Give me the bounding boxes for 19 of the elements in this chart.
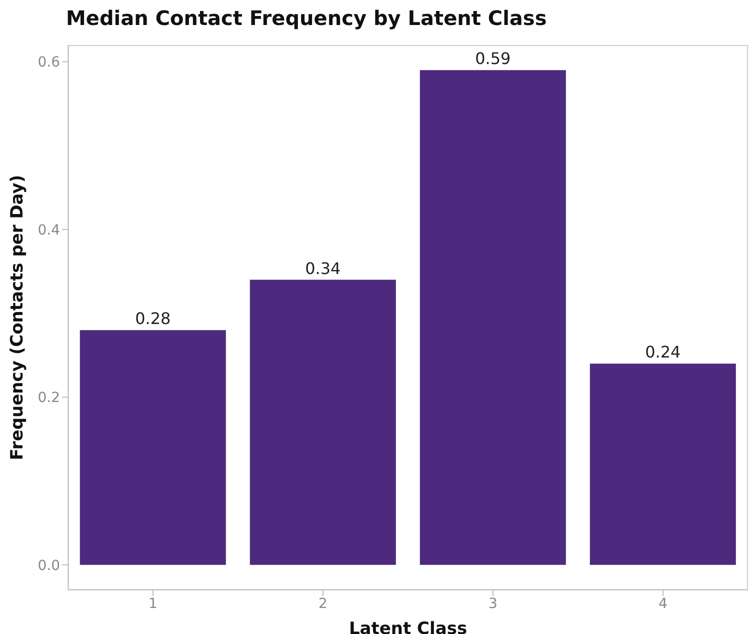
x-tick-label: 3 bbox=[488, 596, 498, 612]
bar bbox=[80, 330, 226, 565]
x-tick-label: 2 bbox=[318, 596, 328, 612]
data-label: 0.34 bbox=[305, 258, 341, 278]
y-tick-label: 0.2 bbox=[38, 390, 60, 406]
chart-title: Median Contact Frequency by Latent Class bbox=[66, 6, 547, 30]
data-label: 0.24 bbox=[645, 342, 681, 362]
data-label: 0.59 bbox=[475, 49, 511, 68]
bar bbox=[590, 364, 736, 565]
y-tick-label: 0.0 bbox=[38, 558, 60, 574]
data-label: 0.28 bbox=[135, 309, 171, 328]
bar bbox=[250, 280, 396, 565]
y-tick-label: 0.4 bbox=[38, 222, 60, 238]
x-axis-title: Latent Class bbox=[348, 619, 468, 634]
x-tick-label: 1 bbox=[148, 596, 158, 612]
y-axis-title: Frequency (Contacts per Day) bbox=[8, 174, 28, 460]
y-tick-label: 0.6 bbox=[38, 54, 60, 71]
bar bbox=[420, 70, 566, 565]
x-tick-label: 4 bbox=[658, 596, 668, 612]
